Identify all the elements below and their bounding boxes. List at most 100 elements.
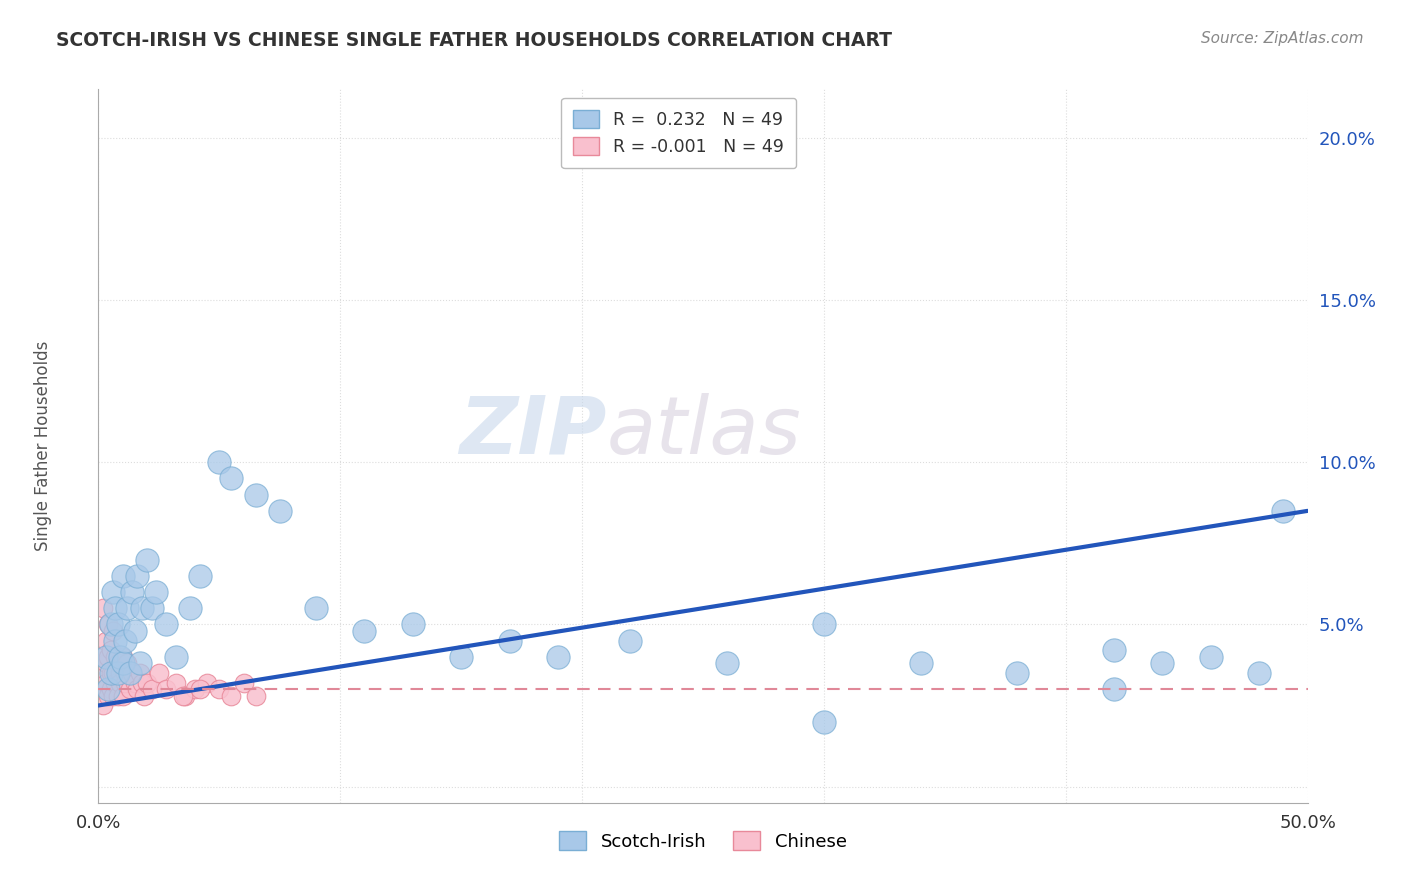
Point xyxy=(155,617,177,632)
Text: ZIP: ZIP xyxy=(458,392,606,471)
Point xyxy=(498,633,520,648)
Point xyxy=(97,689,120,703)
Point xyxy=(107,666,129,681)
Point xyxy=(145,585,167,599)
Point xyxy=(1152,657,1174,671)
Point xyxy=(910,657,932,671)
Point xyxy=(124,624,146,638)
Point xyxy=(97,682,120,697)
Point xyxy=(101,624,124,638)
Point xyxy=(104,601,127,615)
Point xyxy=(184,682,207,697)
Point xyxy=(94,675,117,690)
Point xyxy=(114,675,136,690)
Point xyxy=(155,682,177,697)
Point xyxy=(813,617,835,632)
Point xyxy=(1272,504,1295,518)
Point xyxy=(91,666,114,681)
Point xyxy=(121,666,143,681)
Point xyxy=(117,657,139,671)
Text: Source: ZipAtlas.com: Source: ZipAtlas.com xyxy=(1201,31,1364,46)
Point xyxy=(716,657,738,671)
Point xyxy=(450,649,472,664)
Text: atlas: atlas xyxy=(606,392,801,471)
Point xyxy=(148,666,170,681)
Point xyxy=(619,633,641,648)
Point xyxy=(1007,666,1029,681)
Point xyxy=(117,601,139,615)
Point xyxy=(94,649,117,664)
Point xyxy=(111,568,134,582)
Point xyxy=(131,601,153,615)
Point xyxy=(353,624,375,638)
Point xyxy=(108,666,131,681)
Legend: Scotch-Irish, Chinese: Scotch-Irish, Chinese xyxy=(553,824,853,858)
Point xyxy=(104,633,127,648)
Point xyxy=(547,649,569,664)
Point xyxy=(134,689,156,703)
Point xyxy=(100,617,122,632)
Point xyxy=(208,455,231,469)
Point xyxy=(245,689,267,703)
Point xyxy=(101,585,124,599)
Point xyxy=(111,689,134,703)
Point xyxy=(90,649,112,664)
Point xyxy=(121,585,143,599)
Point xyxy=(141,601,163,615)
Point xyxy=(107,657,129,671)
Point xyxy=(402,617,425,632)
Point xyxy=(1199,649,1222,664)
Point xyxy=(91,698,114,713)
Point xyxy=(165,675,187,690)
Point xyxy=(221,471,243,485)
Point xyxy=(124,675,146,690)
Point xyxy=(114,666,136,681)
Point xyxy=(179,601,201,615)
Point xyxy=(208,682,231,697)
Point xyxy=(100,682,122,697)
Point xyxy=(100,666,122,681)
Point xyxy=(174,689,197,703)
Point xyxy=(269,504,291,518)
Point xyxy=(101,689,124,703)
Point xyxy=(97,649,120,664)
Point xyxy=(114,633,136,648)
Point xyxy=(100,643,122,657)
Point xyxy=(305,601,328,615)
Point xyxy=(97,617,120,632)
Point xyxy=(128,666,150,681)
Point xyxy=(90,682,112,697)
Point xyxy=(94,633,117,648)
Point xyxy=(127,568,149,582)
Point xyxy=(104,675,127,690)
Point xyxy=(165,649,187,664)
Point xyxy=(245,488,267,502)
Point xyxy=(107,617,129,632)
Point xyxy=(1249,666,1271,681)
Point xyxy=(1102,682,1125,697)
Point xyxy=(221,689,243,703)
Point xyxy=(104,649,127,664)
Point xyxy=(195,675,218,690)
Point xyxy=(131,675,153,690)
Text: SCOTCH-IRISH VS CHINESE SINGLE FATHER HOUSEHOLDS CORRELATION CHART: SCOTCH-IRISH VS CHINESE SINGLE FATHER HO… xyxy=(56,31,893,50)
Point xyxy=(118,666,141,681)
Y-axis label: Single Father Households: Single Father Households xyxy=(34,341,52,551)
Point xyxy=(188,568,211,582)
Point xyxy=(813,714,835,729)
Point xyxy=(108,675,131,690)
Point xyxy=(1102,643,1125,657)
Point xyxy=(188,682,211,697)
Point xyxy=(107,689,129,703)
Point xyxy=(135,675,157,690)
Point xyxy=(100,666,122,681)
Point xyxy=(141,682,163,697)
Point xyxy=(127,682,149,697)
Point xyxy=(111,657,134,671)
Point xyxy=(172,689,194,703)
Point xyxy=(111,649,134,664)
Point xyxy=(232,675,254,690)
Point xyxy=(108,649,131,664)
Point xyxy=(128,657,150,671)
Point xyxy=(118,682,141,697)
